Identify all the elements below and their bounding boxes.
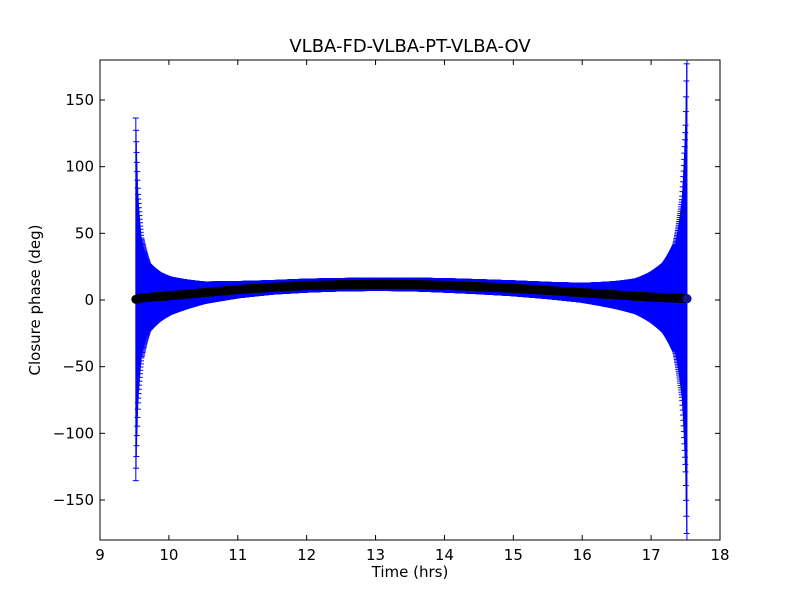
data-layer (131, 60, 692, 540)
